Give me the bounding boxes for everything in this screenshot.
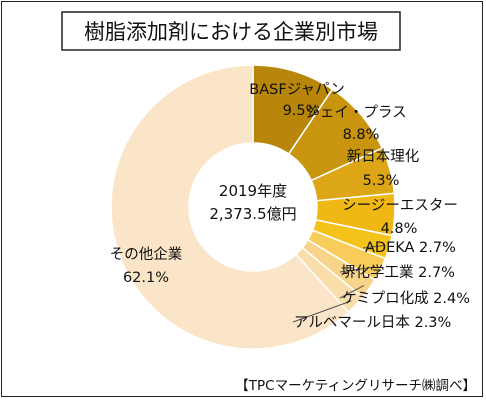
leader-lines	[292, 245, 384, 323]
leader-line-5	[339, 266, 376, 273]
center-year: 2019年度	[219, 182, 287, 200]
slice-value-label-2: 5.3%	[363, 173, 400, 189]
leader-line-4	[362, 245, 384, 249]
slice-label-7: アルベマール日本 2.3%	[294, 314, 451, 331]
center-total: 2,373.5億円	[209, 205, 296, 223]
slice-value-label-3: 4.8%	[381, 221, 418, 237]
leader-line-6	[339, 285, 365, 299]
slice-value-label-8: 62.1%	[123, 270, 169, 286]
slice-label-5: 堺化学工業 2.7%	[341, 264, 455, 281]
slice-name-label-3: シージーエスター	[342, 197, 458, 214]
slice-value-label-1: 8.8%	[343, 127, 380, 143]
slice-8	[110, 64, 350, 350]
slice-name-label-1: ジェイ・プラス	[305, 104, 406, 121]
slice-name-label-8: その他企業	[110, 245, 183, 263]
slice-labels: BASFジャパン 9.5%ジェイ・プラス 8.8% 新日本理化 5.3% シージーエスター…	[110, 81, 470, 331]
slice-label-6: ケミプロ化成 2.4%	[342, 290, 470, 307]
chart-title: 樹脂添加剤における企業別市場	[84, 20, 378, 44]
slice-label-4: ADEKA 2.7%	[365, 240, 456, 256]
title-box	[61, 11, 401, 51]
slice-name-label-0: BASFジャパン	[249, 81, 344, 98]
slice-value-label-0: 9.5%	[283, 103, 320, 119]
slice-name-label-2: 新日本理化	[347, 148, 420, 165]
leader-line-7	[292, 300, 352, 323]
slices-group	[110, 64, 396, 350]
source-note: 【TPCマーケティングリサーチ㈱調べ】	[235, 378, 476, 394]
